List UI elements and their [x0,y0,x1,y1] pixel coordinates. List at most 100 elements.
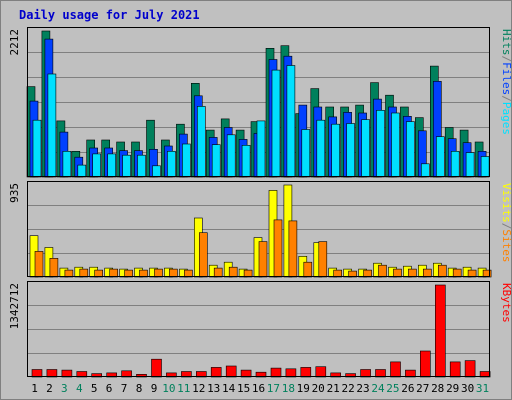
x-tick-label-day-28: 28 [431,382,444,395]
x-tick-label-day-23: 23 [356,382,369,395]
bar-kbytes-day-24 [375,369,386,378]
bar-pages-day-18 [286,65,296,178]
x-tick-label-day-3: 3 [61,382,68,395]
bar-pages-day-3 [62,151,72,178]
panel-max-label: 2212 [8,29,21,56]
bar-pages-day-15 [241,145,251,178]
x-tick-label-day-29: 29 [446,382,459,395]
bar-kbytes-day-15 [240,369,252,378]
bar-pages-day-20 [316,119,326,178]
x-tick-label-day-1: 1 [31,382,38,395]
bar-sites-day-13 [213,267,223,278]
bar-sites-day-10 [169,268,178,278]
bar-pages-day-1 [32,119,42,178]
bar-pages-day-22 [346,123,355,178]
bar-sites-day-1 [34,251,44,278]
bar-pages-day-13 [211,144,221,178]
x-tick-label-day-11: 11 [177,382,190,395]
x-tick-label-day-21: 21 [327,382,340,395]
bar-pages-day-30 [465,152,475,178]
bar-pages-day-16 [256,120,266,178]
bar-pages-day-24 [376,110,385,178]
bar-sites-day-30 [467,269,477,278]
bar-pages-day-26 [406,121,415,178]
bar-pages-day-23 [361,119,370,178]
bar-pages-day-2 [47,73,57,178]
bar-sites-day-6 [109,268,118,278]
x-tick-label-day-27: 27 [416,382,429,395]
bar-kbytes-day-30 [464,360,476,378]
bar-kbytes-day-2 [46,369,58,378]
bar-pages-day-31 [480,156,490,178]
bar-sites-day-26 [408,268,417,278]
legend-entry: Sites [500,229,512,262]
bar-kbytes-day-1 [31,369,43,378]
bar-sites-day-5 [94,269,103,278]
bar-pages-day-8 [137,154,146,178]
bar-sites-day-23 [363,269,372,278]
x-tick-label-day-8: 8 [136,382,143,395]
bar-pages-day-27 [420,163,430,178]
bar-kbytes-day-13 [210,367,222,378]
x-tick-label-day-22: 22 [341,382,354,395]
bar-sites-day-14 [228,266,238,278]
legend-entry: Visits [500,183,512,223]
x-tick-label-day-25: 25 [386,382,399,395]
panel-1: 2212 Hits/Files/Pages [8,27,512,178]
series-kbytes [31,284,491,378]
panel-legend: Hits/Files/Pages [500,29,512,135]
x-tick-label-day-6: 6 [106,382,113,395]
bar-sites-day-18 [288,220,298,278]
x-tick-label-day-14: 14 [222,382,236,395]
x-tick-label-day-16: 16 [252,382,265,395]
bar-kbytes-day-3 [61,369,73,378]
legend-entry: KBytes [500,283,512,323]
legend-entry: / [500,223,512,230]
x-tick-label-day-13: 13 [207,382,220,395]
bar-sites-day-27 [422,268,432,278]
bar-sites-day-7 [124,269,133,278]
bar-sites-day-20 [318,241,328,278]
bar-pages-day-29 [450,151,460,178]
bar-kbytes-day-9 [151,358,162,378]
x-tick-label-day-30: 30 [461,382,474,395]
bar-sites-day-3 [64,269,74,278]
panel-max-label: 935 [8,183,21,203]
bar-pages-day-14 [226,134,236,178]
bar-kbytes-day-17 [270,367,282,378]
x-tick-label-day-18: 18 [282,382,295,395]
x-tick-label-day-19: 19 [297,382,310,395]
panel-max-label: 1342712 [8,283,21,329]
legend-entry: / [500,56,512,63]
bar-pages-day-28 [435,136,445,178]
bar-sites-day-29 [452,268,462,278]
bar-sites-day-12 [199,232,208,278]
bar-kbytes-day-29 [449,361,461,378]
panel-2: 935 Visits/Sites [8,181,512,278]
panel-3: 1342712 KBytes [8,281,512,378]
bar-sites-day-4 [79,268,89,278]
bar-kbytes-day-18 [285,368,297,378]
bar-pages-day-6 [107,153,116,178]
bar-pages-day-4 [77,164,87,178]
x-tick-label-day-12: 12 [192,382,205,395]
x-tick-label-day-5: 5 [91,382,98,395]
bar-pages-day-19 [301,129,311,178]
x-tick-label-day-24: 24 [371,382,385,395]
x-tick-label-day-31: 31 [476,382,489,395]
x-tick-label-day-20: 20 [312,382,325,395]
x-tick-label-day-9: 9 [151,382,158,395]
panel-legend: Visits/Sites [500,183,512,263]
x-tick-label-day-17: 17 [267,382,280,395]
series-pages [32,65,490,178]
bar-kbytes-day-23 [360,369,371,378]
bar-pages-day-12 [197,106,206,178]
panel-frame [27,281,490,377]
bar-kbytes-day-14 [225,365,237,378]
bar-sites-day-8 [139,269,148,278]
x-axis-labels: 1 2 3 4 5 6 7 8 9 10 11 12 13 14 15 16 17 18 19 20 21 22 23 24 2… [31,382,489,395]
x-tick-label-day-4: 4 [76,382,83,395]
bar-sites-day-24 [378,264,387,278]
legend-entry: Files [500,62,512,95]
